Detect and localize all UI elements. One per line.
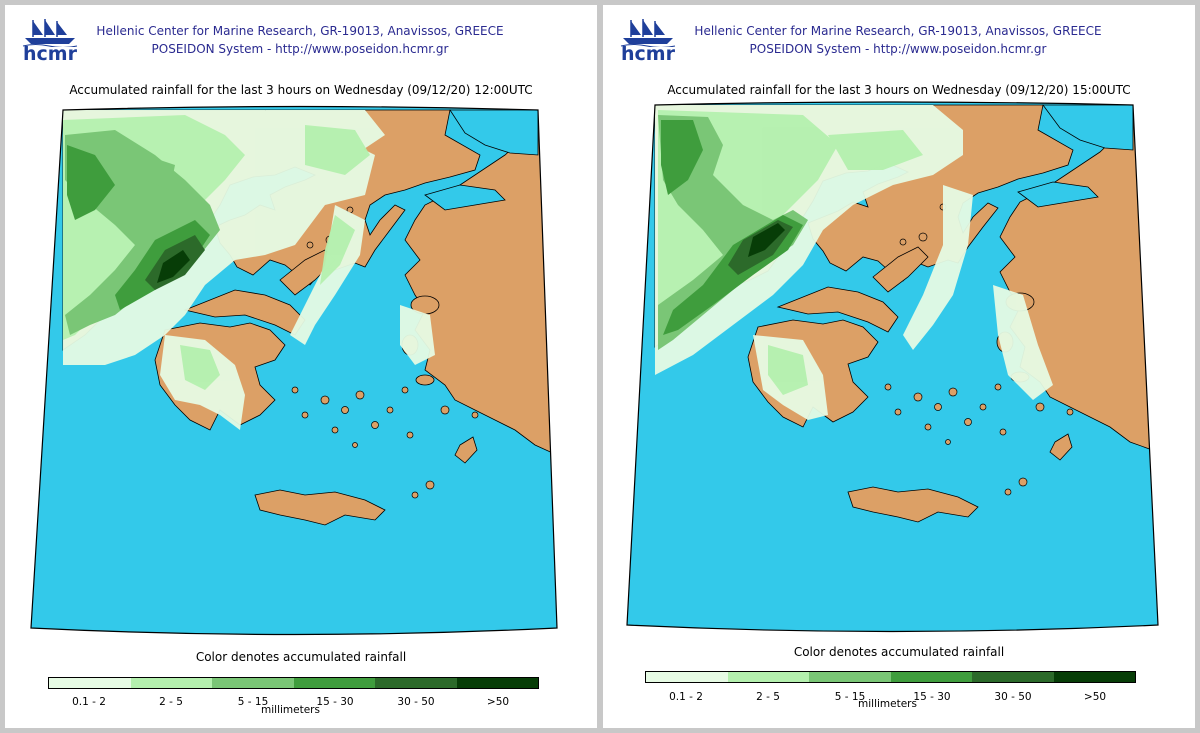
header: Hellenic Center for Marine Research, GR-… [65, 22, 535, 58]
map-title: Accumulated rainfall for the last 3 hour… [69, 83, 533, 97]
logo-text: hcmr [23, 43, 77, 65]
legend-label: 0.1 - 2 [669, 691, 703, 703]
rainfall-map [626, 101, 1159, 633]
legend-label: 2 - 5 [159, 696, 183, 708]
legend-label: 30 - 50 [994, 691, 1032, 703]
ship-icon [620, 19, 676, 47]
legend-swatch-0 [646, 672, 728, 682]
legend-label: 15 - 30 [316, 696, 354, 708]
legend-label: 0.1 - 2 [72, 696, 106, 708]
rainfall-map [30, 105, 558, 636]
legend-units: millimeters [858, 698, 917, 710]
legend-swatch-1 [727, 672, 809, 682]
legend-swatch-3 [293, 678, 375, 688]
header-line-2: POSEIDON System - http://www.poseidon.hc… [749, 42, 1047, 56]
legend-units: millimeters [261, 704, 320, 716]
legend-swatch-3 [890, 672, 972, 682]
header-line-1: Hellenic Center for Marine Research, GR-… [694, 24, 1102, 38]
legend-label: 5 - 15 [237, 696, 269, 708]
legend-label: 5 - 15 [834, 691, 866, 703]
logo-text: hcmr [621, 43, 675, 65]
ship-icon [22, 19, 78, 47]
legend-colorbar [48, 677, 539, 689]
legend-label: 15 - 30 [913, 691, 951, 703]
legend-swatch-1 [130, 678, 212, 688]
legend-swatch-5 [1053, 672, 1135, 682]
legend-swatch-4 [375, 678, 457, 688]
legend-caption: Color denotes accumulated rainfall [195, 650, 407, 664]
hcmr-logo: hcmr [617, 17, 679, 67]
legend-label: >50 [1083, 691, 1107, 703]
rainfall-map-panel-1200utc: hcmr Hellenic Center for Marine Research… [5, 5, 597, 728]
legend-swatch-0 [49, 678, 131, 688]
legend-label: 30 - 50 [397, 696, 435, 708]
hcmr-logo: hcmr [19, 17, 81, 67]
legend-label: >50 [486, 696, 510, 708]
header-line-1: Hellenic Center for Marine Research, GR-… [96, 24, 504, 38]
legend-swatch-5 [456, 678, 538, 688]
legend-swatch-2 [809, 672, 891, 682]
legend-colorbar [645, 671, 1136, 683]
map-title: Accumulated rainfall for the last 3 hour… [667, 83, 1131, 97]
header: Hellenic Center for Marine Research, GR-… [663, 22, 1133, 58]
header-line-2: POSEIDON System - http://www.poseidon.hc… [151, 42, 449, 56]
legend-label: 2 - 5 [756, 691, 780, 703]
rainfall-map-panel-1500utc: hcmr Hellenic Center for Marine Research… [603, 5, 1195, 728]
legend-swatch-2 [212, 678, 294, 688]
legend-swatch-4 [972, 672, 1054, 682]
legend-caption: Color denotes accumulated rainfall [793, 645, 1005, 659]
